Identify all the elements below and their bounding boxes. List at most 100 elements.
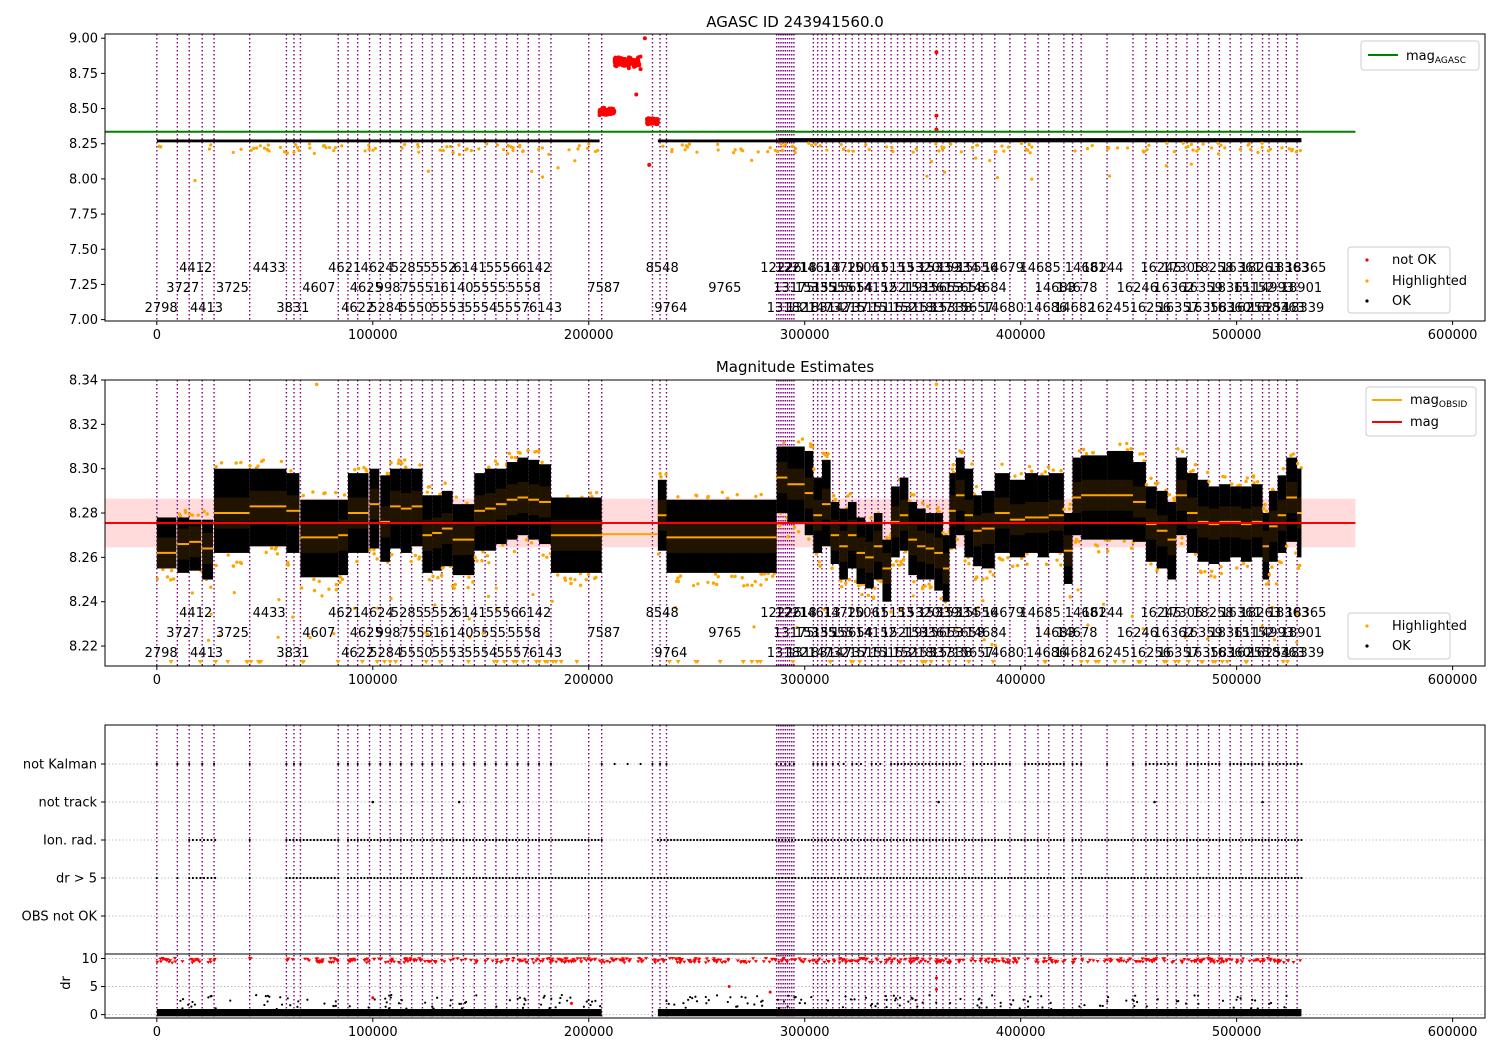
- flag-point: [794, 876, 797, 880]
- flag-point: [1130, 838, 1133, 842]
- flag-point: [201, 762, 204, 766]
- middle-highlighted-point: [1209, 574, 1213, 578]
- top-highlighted-point: [1219, 143, 1223, 147]
- dr-point: [334, 1004, 337, 1007]
- flag-point: [954, 876, 957, 880]
- dr-capped-point: [530, 958, 535, 962]
- flag-point: [781, 876, 784, 880]
- flag-point: [1285, 762, 1289, 766]
- dr-capped-point: [678, 958, 683, 962]
- top-highlighted-point: [959, 150, 963, 154]
- middle-highlighted-point: [495, 606, 499, 610]
- dr-capped-point: [474, 959, 479, 963]
- middle-highlighted-point: [800, 437, 805, 441]
- middle-highlighted-point: [352, 606, 356, 610]
- dr-capped-point: [448, 958, 453, 962]
- top-highlighted-point: [839, 142, 843, 147]
- top-highlighted-point: [593, 149, 598, 154]
- flag-point: [1074, 876, 1077, 880]
- middle-clipped-marker: [1198, 660, 1204, 664]
- middle-xtick-label: 200000: [564, 673, 614, 688]
- top-highlighted-point: [768, 146, 772, 150]
- top-highlighted-point: [1238, 147, 1243, 152]
- dr-capped-point: [538, 959, 543, 963]
- dr-point: [554, 1006, 557, 1009]
- top-obsid-label: 13182: [767, 301, 808, 316]
- flag-point: [870, 762, 873, 766]
- top-highlighted-point: [530, 169, 534, 173]
- middle-highlighted-point: [1279, 560, 1283, 565]
- dr-capped-point: [1182, 957, 1187, 961]
- dr-outlier: [569, 1001, 573, 1005]
- dr-point: [736, 1005, 739, 1008]
- flag-point: [330, 838, 333, 842]
- flag-point: [457, 800, 461, 804]
- flag-point: [679, 838, 682, 842]
- top-highlighted-point: [911, 150, 915, 154]
- flag-point: [957, 876, 961, 880]
- dr-capped-point: [1162, 957, 1167, 961]
- dr-point: [704, 995, 707, 999]
- middle-clipped-marker: [244, 660, 250, 664]
- flag-point: [544, 838, 547, 842]
- flag-point: [1049, 876, 1052, 880]
- flag-point: [1195, 838, 1198, 842]
- flag-point: [990, 876, 993, 880]
- middle-highlighted-point: [764, 577, 769, 582]
- flag-point: [1289, 762, 1292, 766]
- top-panel-legend-lower: not OK Highlighted OK: [1347, 246, 1467, 314]
- top-xtick-label: 600000: [1428, 328, 1478, 343]
- dr-capped-point: [320, 960, 325, 964]
- middle-obsid-label: 18258: [1192, 606, 1233, 621]
- top-obsid-label: 15218: [892, 301, 933, 316]
- middle-clipped-marker: [553, 660, 559, 664]
- dr-capped-point: [622, 961, 627, 965]
- middle-highlighted-point: [513, 455, 518, 460]
- flag-point: [912, 838, 915, 842]
- flag-point: [869, 838, 872, 842]
- dr-capped-point: [550, 957, 555, 961]
- flag-point: [302, 876, 305, 880]
- flag-point: [288, 876, 291, 880]
- top-obsid-label: 4607: [302, 281, 335, 296]
- flag-point: [961, 838, 964, 842]
- flag-point: [1084, 838, 1087, 842]
- dr-capped-point: [483, 960, 488, 964]
- flag-point: [1136, 838, 1140, 842]
- dr-capped-point: [494, 958, 499, 962]
- dr-point: [459, 1002, 463, 1005]
- top-obsid-label: 16357: [1158, 301, 1199, 316]
- middle-highlighted-point: [1118, 442, 1122, 446]
- middle-highlighted-point: [713, 572, 718, 576]
- middle-highlighted-point: [1062, 507, 1066, 512]
- middle-obsid-label: 5553: [432, 646, 465, 661]
- flag-point: [971, 838, 974, 842]
- dr-point: [523, 997, 526, 1000]
- dr-capped-point: [941, 959, 946, 963]
- dr-capped-point: [550, 959, 555, 963]
- middle-clipped-marker: [374, 660, 380, 664]
- flag-point: [191, 876, 195, 880]
- top-highlighted-point: [975, 143, 979, 147]
- dr-point: [1283, 1006, 1286, 1009]
- middle-obsid-label: 4625: [350, 626, 383, 641]
- flag-point: [931, 876, 935, 880]
- flag-point: [1231, 838, 1234, 842]
- dr-capped-point: [969, 959, 974, 963]
- middle-highlighted-point: [485, 554, 490, 558]
- flag-point: [794, 838, 797, 842]
- middle-highlighted-point: [545, 555, 549, 560]
- dr-capped-point: [485, 957, 490, 961]
- dr-capped-point: [864, 957, 869, 961]
- middle-highlighted-point: [1027, 464, 1032, 469]
- middle-highlighted-point: [809, 442, 813, 446]
- flag-point: [1036, 876, 1039, 880]
- top-highlighted-point: [327, 145, 332, 150]
- middle-highlighted-point: [777, 524, 782, 528]
- dr-capped-point: [884, 961, 889, 965]
- top-obsid-label: 12226: [760, 261, 801, 276]
- middle-obsid-label: 5557: [497, 646, 530, 661]
- flag-point: [784, 838, 787, 842]
- flag-point: [1153, 838, 1156, 842]
- flag-point: [248, 876, 251, 880]
